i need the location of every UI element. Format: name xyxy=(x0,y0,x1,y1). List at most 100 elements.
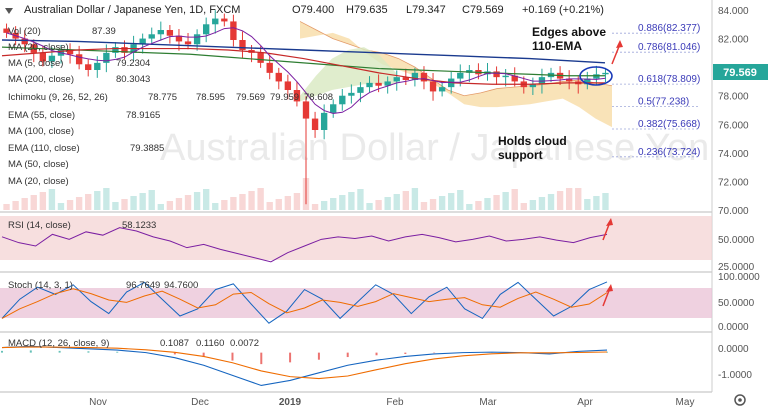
volume-bar xyxy=(402,191,409,210)
volume-bar xyxy=(339,195,346,210)
candle-body xyxy=(320,112,328,130)
candle-body xyxy=(39,52,47,62)
candle-body xyxy=(357,87,364,93)
candle-body xyxy=(493,71,500,78)
highlight-ellipse xyxy=(579,66,613,86)
stoch-tick-50: 50.0000 xyxy=(718,298,755,309)
legend-vol-value: 87.39 xyxy=(92,26,116,37)
price-tick: 84.000 xyxy=(718,6,749,17)
candle-body xyxy=(193,34,201,45)
volume-bar xyxy=(330,198,337,210)
legend-ichimoku-v0: 78.775 xyxy=(148,92,177,103)
candle-body xyxy=(284,81,292,90)
candle-body xyxy=(184,41,192,45)
candle-body xyxy=(85,64,92,70)
legend-ma100[interactable]: MA (100, close) xyxy=(8,126,74,137)
candle-body xyxy=(157,30,164,35)
volume-bar xyxy=(230,197,237,210)
macd-path xyxy=(1,345,608,387)
candle-body xyxy=(393,77,400,82)
fib-label: 0.5(77.238) xyxy=(638,97,689,108)
volume-bar xyxy=(30,195,37,210)
candle-body xyxy=(166,30,174,36)
candle-body xyxy=(239,40,246,50)
header-open: O79.400 xyxy=(292,4,334,16)
legend-ma5-value: 79.2304 xyxy=(116,58,150,69)
candle-body xyxy=(112,47,119,53)
legend-ma5[interactable]: MA (5, close) xyxy=(8,58,63,69)
fib-label: 0.236(73.724) xyxy=(638,147,700,158)
rsi-value: 58.1233 xyxy=(122,220,156,231)
volume-bar xyxy=(466,204,473,210)
legend-ma50[interactable]: MA (50, close) xyxy=(8,159,69,170)
candle-body xyxy=(511,75,518,82)
volume-bar xyxy=(529,200,537,210)
volume-bar xyxy=(293,193,301,210)
volume-bar xyxy=(475,201,482,210)
volume-bar xyxy=(457,190,464,210)
price-tick: 70.000 xyxy=(718,206,749,217)
volume-bar xyxy=(121,199,128,210)
fibonacci-levels: 0.886(82.377) 0.786(81.046) 0.618(78.809) 0… xyxy=(612,23,700,158)
rsi-arrow-icon xyxy=(602,218,613,241)
volume-bar xyxy=(66,200,74,210)
x-label: May xyxy=(676,397,695,408)
legend-ichimoku[interactable]: Ichimoku (9, 26, 52, 26) xyxy=(8,92,108,103)
legend-ema110[interactable]: EMA (110, close) xyxy=(8,143,80,154)
candle-body xyxy=(221,18,228,22)
macd-tick-neg1: -1.0000 xyxy=(718,370,752,381)
price-tick: 74.000 xyxy=(718,149,749,160)
candle-body xyxy=(21,38,28,45)
candle-body xyxy=(402,77,409,80)
macd-label[interactable]: MACD (12, 26, close, 9) xyxy=(8,338,109,349)
stoch-tick-100: 100.0000 xyxy=(718,272,760,283)
volume-bar xyxy=(203,189,210,210)
stoch-label[interactable]: Stoch (14, 3, 1) xyxy=(8,280,73,291)
legend-ema110-value: 79.3885 xyxy=(130,143,164,154)
annotation-holds-line1: Holds cloud xyxy=(498,134,567,148)
volume-bar xyxy=(493,195,500,210)
legend-ichimoku-v2: 79.569 xyxy=(236,92,265,103)
volume-bar xyxy=(85,194,92,210)
legend-ma20[interactable]: MA (20, close) xyxy=(8,42,69,53)
stoch-k: 96.7649 xyxy=(126,280,160,291)
collapse-icon[interactable] xyxy=(5,8,13,14)
volume-bar xyxy=(130,196,137,210)
volume-bar xyxy=(348,192,355,210)
volume-bar xyxy=(320,201,328,210)
volume-bar xyxy=(212,203,219,210)
volume-bar xyxy=(157,204,164,210)
price-tick: 82.000 xyxy=(718,35,749,46)
legend-ma200[interactable]: MA (200, close) xyxy=(8,74,74,85)
header-low: L79.347 xyxy=(406,4,446,16)
legend-ema55-value: 78.9165 xyxy=(126,110,160,121)
candle-body xyxy=(3,28,10,33)
rsi-label[interactable]: RSI (14, close) xyxy=(8,220,71,231)
volume-bar xyxy=(538,197,546,210)
annotation-edges-line2: 110-EMA xyxy=(532,39,582,53)
x-label: 2019 xyxy=(279,397,302,408)
legend-ema55[interactable]: EMA (55, close) xyxy=(8,110,75,121)
volume-bar xyxy=(420,202,428,210)
x-label: Nov xyxy=(89,397,107,408)
stoch-tick-0: 0.0000 xyxy=(718,322,749,333)
gear-icon[interactable] xyxy=(734,394,746,406)
volume-bar xyxy=(166,201,174,210)
up-arrow-icon xyxy=(611,40,623,65)
candle-body xyxy=(438,87,446,92)
candle-body xyxy=(48,55,56,62)
volume-bar xyxy=(511,189,518,210)
candle-body xyxy=(257,52,264,63)
price-badge-bg xyxy=(713,64,768,80)
candle-body xyxy=(266,62,273,73)
candle-body xyxy=(502,75,509,78)
candle-body xyxy=(203,24,210,35)
x-label: Dec xyxy=(191,397,209,408)
watermark: Australian Dollar / Japanese Yen xyxy=(160,127,709,169)
volume-bar xyxy=(57,203,65,210)
volume-bar xyxy=(438,196,446,210)
volume-bar xyxy=(184,195,192,210)
legend-vol[interactable]: Vol (20) xyxy=(8,26,41,37)
legend-ma20b[interactable]: MA (20, close) xyxy=(8,176,69,187)
